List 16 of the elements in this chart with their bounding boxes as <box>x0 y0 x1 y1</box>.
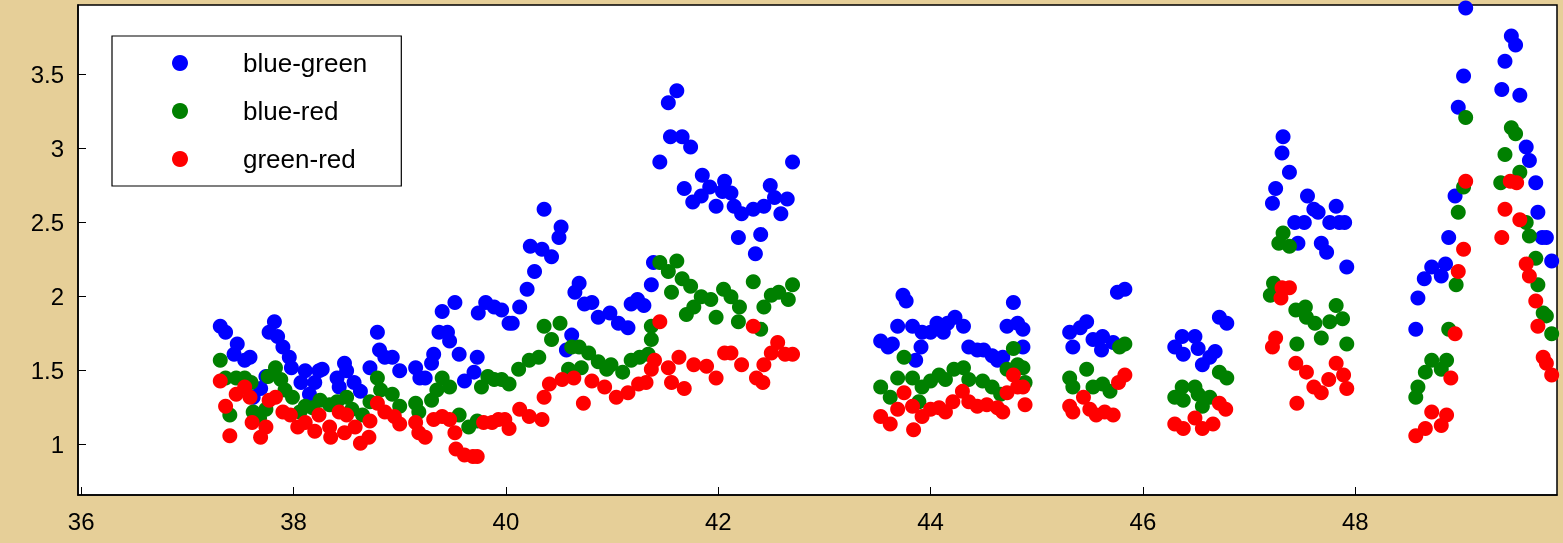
x-tick-label: 44 <box>917 507 944 535</box>
y-tick-label: 2.5 <box>30 209 64 237</box>
y-tick-label: 3.5 <box>30 61 64 89</box>
x-tick-label: 38 <box>280 507 307 535</box>
x-tick-label: 40 <box>492 507 520 535</box>
legend-label: blue-green <box>243 48 368 78</box>
y-tick-label: 3 <box>50 135 64 163</box>
y-tick-label: 2 <box>50 283 64 311</box>
y-tick-label: 1.5 <box>30 357 64 385</box>
y-tick-label: 1 <box>50 431 64 459</box>
x-tick-label: 46 <box>1129 507 1157 535</box>
legend-label: blue-red <box>243 96 339 126</box>
x-tick-label: 42 <box>704 507 732 535</box>
x-tick-label: 48 <box>1341 507 1369 535</box>
x-tick-label: 36 <box>67 507 95 535</box>
legend-label: green-red <box>243 144 356 174</box>
